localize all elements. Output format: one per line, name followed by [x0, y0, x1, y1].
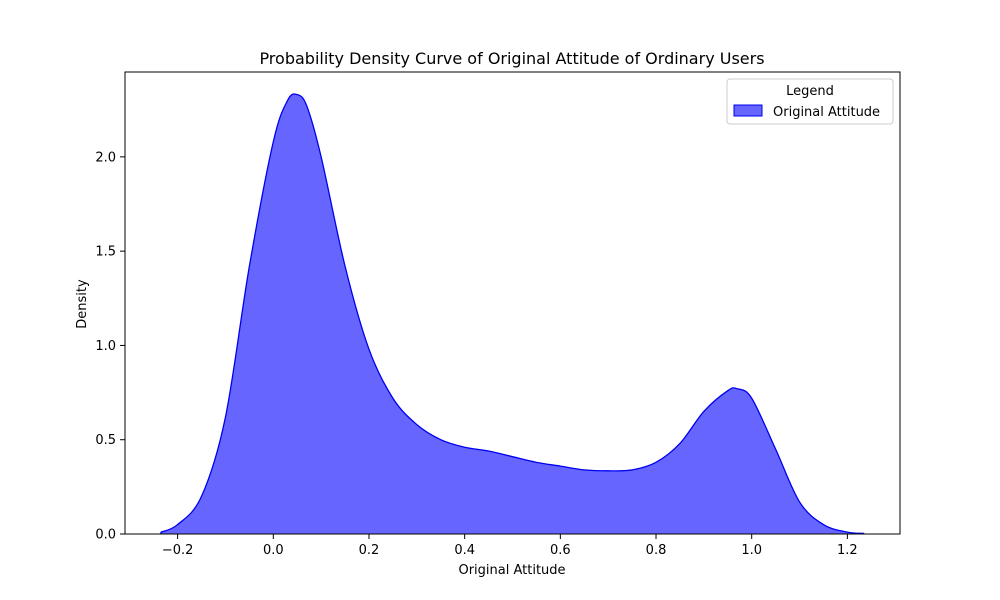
legend-entry-original-attitude: Original Attitude: [773, 105, 880, 120]
chart-title: Probability Density Curve of Original At…: [259, 49, 764, 68]
x-tick-label: 1.0: [741, 543, 762, 558]
axes-frame: [124, 71, 901, 535]
x-tick-label: 1.2: [837, 543, 858, 558]
density-curve-line: [160, 93, 865, 535]
legend-box: [726, 78, 894, 125]
legend: Legend Original Attitude: [726, 78, 894, 125]
legend-swatch-original-attitude: [733, 104, 763, 117]
x-tick-label: 0.0: [263, 543, 284, 558]
x-axis-label: Original Attitude: [458, 563, 565, 578]
y-tick-label: 2.0: [95, 150, 116, 165]
y-tick-label: 1.5: [95, 245, 116, 260]
y-tick-label: 1.0: [95, 339, 116, 354]
x-tick-label: 0.6: [550, 543, 571, 558]
x-tick-label: 0.4: [454, 543, 475, 558]
axes: −0.2 0.0 0.2 0.4 0.6 0.8 1.0 1.2 0.0 0.5 1.0 1.5 2.0: [95, 71, 901, 558]
x-tick-label: 0.2: [359, 543, 380, 558]
density-area-fill: [160, 93, 865, 535]
legend-title: Legend: [786, 84, 834, 99]
y-tick-label: 0.5: [95, 433, 116, 448]
y-tick-label: 0.0: [95, 528, 116, 543]
x-tick-label: −0.2: [162, 543, 194, 558]
x-tick-label: 0.8: [646, 543, 667, 558]
y-axis-label: Density: [75, 279, 90, 329]
